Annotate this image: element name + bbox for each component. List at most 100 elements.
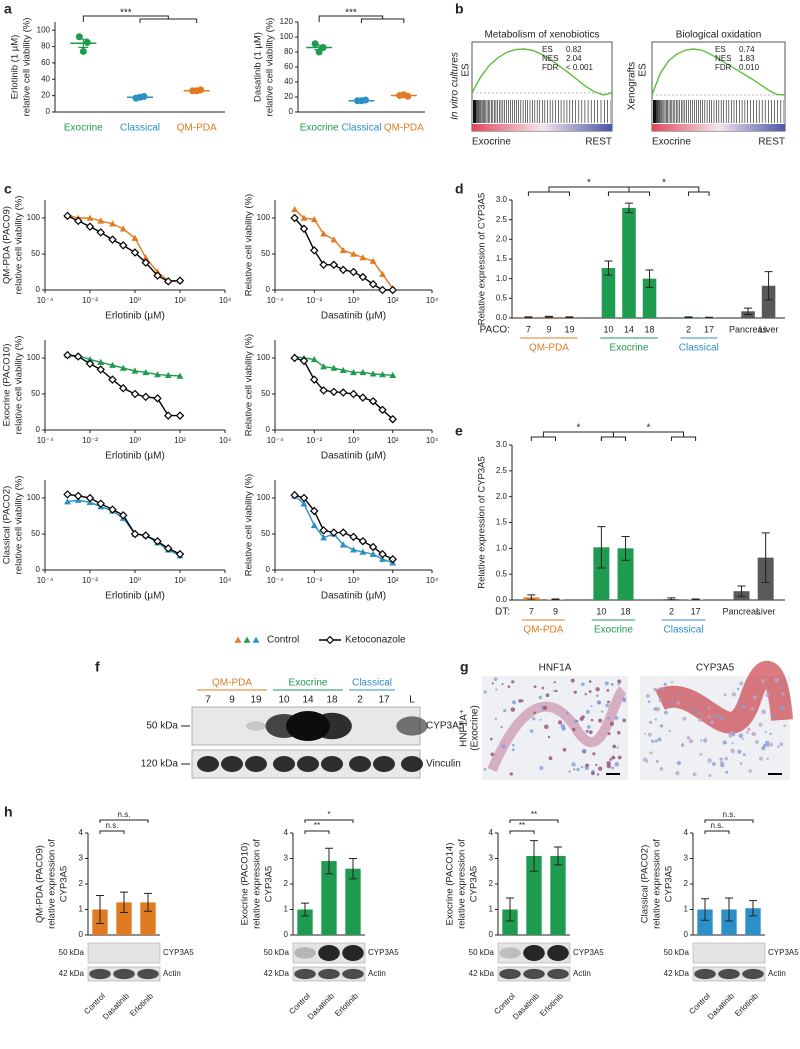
lane-label: L xyxy=(409,695,415,706)
x-tick-label: 10² xyxy=(387,576,399,585)
marker xyxy=(320,534,328,541)
blot-band xyxy=(742,968,764,980)
marker xyxy=(379,371,386,378)
ihc-nucleus xyxy=(617,679,622,684)
marker xyxy=(175,411,185,420)
error-bar xyxy=(764,271,773,301)
blot-marker: 50 kDa xyxy=(469,948,495,957)
marker xyxy=(130,529,140,539)
ihc-nucleus xyxy=(571,762,576,767)
ihc-nucleus xyxy=(554,689,558,693)
marker xyxy=(73,352,83,361)
marker xyxy=(118,241,128,250)
ihc-nucleus xyxy=(648,720,653,725)
y-tick-label: 1.0 xyxy=(496,274,508,283)
bar xyxy=(526,855,542,935)
blot-protein: Actin xyxy=(573,969,591,978)
bar xyxy=(593,547,610,600)
marker xyxy=(290,490,299,500)
blot-protein: CYP3A5 xyxy=(368,948,399,957)
bar xyxy=(502,909,518,935)
ihc-nucleus xyxy=(491,682,494,685)
y-tick-label: 3 xyxy=(684,854,689,863)
y-axis-label: relative expression of xyxy=(652,839,663,929)
marker xyxy=(349,532,358,542)
marker xyxy=(141,392,150,402)
ihc-nucleus xyxy=(739,681,744,686)
y-tick-label: 0 xyxy=(489,930,494,939)
ihc-nucleus xyxy=(697,711,701,715)
blot-band xyxy=(499,947,521,959)
x-tick-label: 7 xyxy=(529,606,534,616)
ihc-nucleus xyxy=(725,770,729,774)
x-tick-label: 10⁴ xyxy=(426,296,439,305)
marker xyxy=(329,387,339,397)
ihc-nucleus xyxy=(616,730,621,735)
marker xyxy=(368,396,378,406)
ihc-nucleus xyxy=(601,710,604,713)
ihc-nucleus xyxy=(765,692,770,698)
error-bar xyxy=(604,260,613,276)
series-line xyxy=(67,354,181,377)
error-bar xyxy=(544,315,553,318)
x-tick-label: QM-PDA xyxy=(384,123,424,134)
marker xyxy=(163,544,173,553)
ihc-nucleus xyxy=(541,686,545,690)
marker xyxy=(325,635,335,645)
marker xyxy=(142,369,150,376)
marker xyxy=(369,370,377,377)
significance-bracket xyxy=(99,830,125,834)
bar xyxy=(140,902,156,935)
marker xyxy=(378,405,387,415)
marker xyxy=(291,205,299,213)
x-tick-label: 7 xyxy=(526,324,531,334)
ihc-nucleus xyxy=(651,739,655,743)
marker xyxy=(359,369,367,376)
series-line xyxy=(67,493,181,555)
marker xyxy=(130,248,140,257)
ihc-nucleus xyxy=(707,706,711,710)
error-bar xyxy=(325,847,333,875)
error-bar xyxy=(737,585,746,597)
marker xyxy=(97,358,105,366)
y-axis-label: Exocrine (PACO14) xyxy=(445,843,456,926)
x-tick-label: Dasatinib xyxy=(511,991,541,1021)
gsea-left-label: Exocrine xyxy=(652,137,691,148)
y-tick-label: 0.5 xyxy=(496,569,508,578)
gsea-rank-bar xyxy=(472,124,612,131)
x-tick-label: 9 xyxy=(553,606,558,616)
y-tick-label: 3 xyxy=(284,854,289,863)
blot-band xyxy=(294,947,316,959)
blot-band xyxy=(342,968,364,980)
marker xyxy=(86,214,94,221)
enrichment-curve xyxy=(651,48,786,96)
y-tick-label: 2.5 xyxy=(496,215,508,224)
blot-band xyxy=(547,945,569,961)
significance-bracket xyxy=(704,819,754,823)
significance-label: * xyxy=(662,178,666,189)
marker xyxy=(63,350,72,360)
ihc-nucleus xyxy=(663,682,667,686)
ihc-nucleus xyxy=(676,701,681,705)
x-tick-label: Pancreas xyxy=(729,324,768,334)
ihc-nucleus xyxy=(581,715,585,719)
ihc-nucleus xyxy=(606,761,611,766)
y-tick-label: 100 xyxy=(37,25,51,34)
ihc-nucleus xyxy=(565,711,569,715)
significance-bracket xyxy=(99,819,149,823)
y-tick-label: 4 xyxy=(79,828,84,837)
y-tick-label: 0 xyxy=(36,425,41,434)
ihc-nucleus xyxy=(510,707,516,712)
blot-band xyxy=(349,756,371,772)
significance-label: *** xyxy=(345,8,357,19)
ihc-nucleus xyxy=(503,709,507,713)
y-tick-label: 0 xyxy=(36,285,41,294)
ihc-nucleus xyxy=(557,720,563,725)
ihc-nucleus xyxy=(761,746,766,751)
lane-label: 19 xyxy=(250,695,262,706)
error-bar xyxy=(684,316,693,319)
x-tick-label: Erlotinib xyxy=(128,991,155,1018)
error-bar xyxy=(621,535,630,561)
ihc-nucleus xyxy=(573,690,577,694)
marker xyxy=(388,554,397,564)
